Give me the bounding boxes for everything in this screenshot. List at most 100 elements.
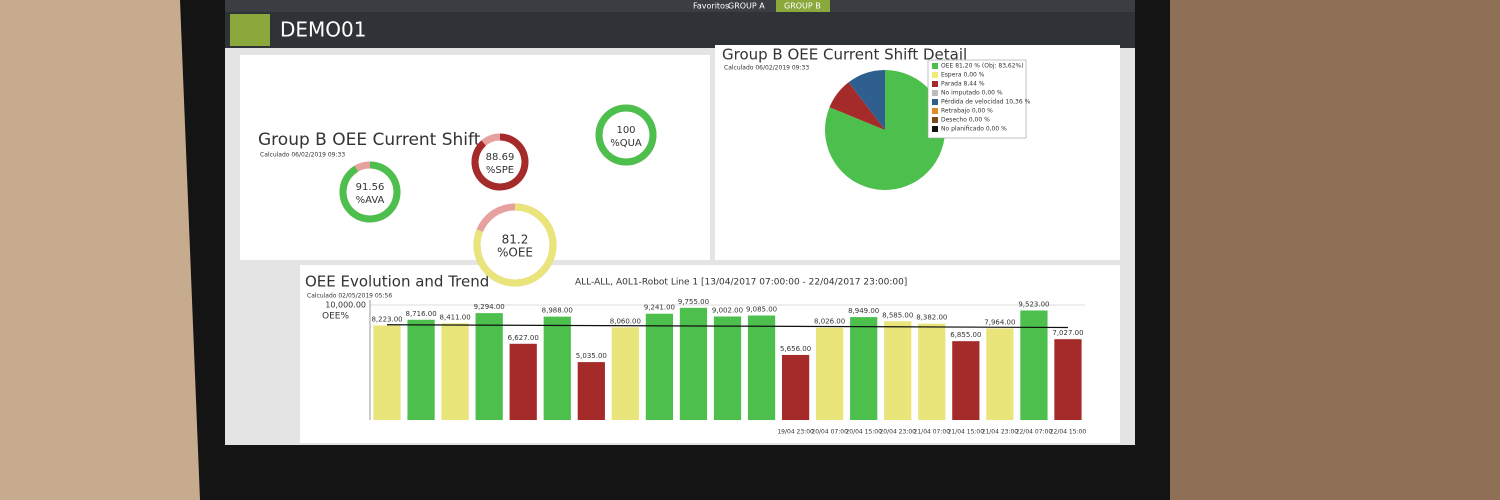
legend-swatch (932, 117, 938, 123)
legend-label: No imputado 0,00 % (941, 90, 1003, 97)
bar-value-label: 8,585.00 (882, 311, 913, 319)
legend-box (927, 59, 1027, 139)
x-tick-label: 21/04 15:00 (948, 429, 985, 436)
gauge-arc (595, 104, 657, 166)
bar (441, 323, 469, 420)
bar (747, 315, 776, 420)
bar-value-label: 9,523.00 (1018, 300, 1049, 308)
bar (952, 341, 980, 420)
y-tick-label: 10,000.00 (325, 301, 366, 310)
legend-label: Espera 0,00 % (941, 72, 985, 79)
bar (475, 313, 503, 420)
x-tick-label: 20/04 15:00 (845, 429, 882, 436)
bar (884, 321, 912, 420)
x-tick-label: 22/04 15:00 (1050, 429, 1087, 436)
bar (645, 313, 674, 420)
gauge-arc (473, 203, 557, 287)
bar (986, 328, 1014, 420)
bar (407, 319, 435, 420)
gauge-value: 91.56 (356, 182, 385, 193)
panel-subtitle: Calculado 02/05/2019 05:56 (307, 293, 392, 300)
header-title: DEMO01 (280, 18, 366, 42)
panel-title: Group B OEE Current Shift (258, 130, 481, 150)
legend-label: Pérdida de velocidad 10,36 % (941, 99, 1031, 106)
legend-label: Parada 8,44 % (941, 81, 985, 88)
bar-value-label: 9,002.00 (712, 306, 743, 314)
legend-swatch (932, 99, 938, 105)
bar-value-label: 8,716.00 (405, 310, 436, 318)
bar (713, 316, 742, 420)
pie-slice (848, 70, 885, 130)
bar-value-label: 5,035.00 (576, 352, 607, 360)
x-tick-label: 21/04 23:00 (982, 429, 1019, 436)
bar-value-label: 9,241.00 (644, 304, 675, 312)
legend-label: No planificado 0,00 % (941, 126, 1007, 133)
y-axis-label: OEE% (322, 312, 349, 322)
gauge-label: %AVA (356, 195, 385, 206)
legend-label: Desecho 0,00 % (941, 117, 990, 124)
x-tick-label: 20/04 23:00 (879, 429, 916, 436)
legend-swatch (932, 63, 938, 69)
legend-swatch (932, 90, 938, 96)
chart-caption: ALL-ALL, A0L1-Robot Line 1 [13/04/2017 0… (575, 278, 907, 288)
bar-value-label: 8,026.00 (814, 318, 845, 326)
bar-value-label: 9,294.00 (474, 303, 505, 311)
bar-value-label: 9,755.00 (678, 298, 709, 306)
bar (781, 354, 810, 420)
bar (850, 317, 878, 420)
legend-swatch (932, 126, 938, 132)
gauge-value: 100 (616, 125, 635, 136)
gauge-arc (471, 133, 529, 191)
active-tab (776, 0, 830, 12)
bar-value-label: 6,855.00 (950, 331, 981, 339)
legend-label: OEE 81,20 % (Obj: 83,62%) (941, 63, 1024, 70)
gauge-label: %OEE (497, 246, 533, 260)
desk-shadow (1160, 0, 1500, 500)
x-tick-label: 21/04 07:00 (914, 429, 951, 436)
x-tick-label: 22/04 07:00 (1016, 429, 1053, 436)
tab[interactable]: Favoritos (693, 2, 729, 11)
tab-bar (225, 0, 1135, 12)
gauge-label: %QUA (610, 138, 642, 149)
gauge-arc (339, 161, 401, 223)
bar-value-label: 7,027.00 (1052, 329, 1083, 337)
gauge-label: %SPE (486, 165, 514, 176)
bar (543, 316, 571, 420)
bar (918, 323, 946, 420)
legend-swatch (932, 108, 938, 114)
bar-value-label: 8,382.00 (916, 314, 947, 322)
bar (373, 325, 401, 420)
pie-slice (829, 82, 885, 130)
bar-value-label: 8,949.00 (848, 307, 879, 315)
bar-value-label: 8,223.00 (371, 315, 402, 323)
panel-title: Group B OEE Current Shift Detail (722, 46, 967, 64)
bar (1054, 339, 1082, 420)
gauge-value: 88.69 (486, 152, 515, 163)
tab[interactable]: GROUP A (728, 2, 765, 11)
panel-subtitle: Calculado 06/02/2019 09:33 (260, 152, 345, 159)
legend-label: Retrabajo 0,00 % (941, 108, 993, 115)
bar (1020, 310, 1048, 420)
bar (816, 327, 844, 420)
bar-value-label: 8,411.00 (440, 313, 471, 321)
bar (509, 343, 537, 420)
bar (611, 327, 639, 420)
x-tick-label: 19/04 23:00 (777, 429, 814, 436)
legend-swatch (932, 81, 938, 87)
bar-value-label: 8,060.00 (610, 317, 641, 325)
bar (679, 307, 708, 420)
x-tick-label: 20/04 07:00 (811, 429, 848, 436)
logo (230, 14, 270, 46)
bar-value-label: 7,964.00 (984, 318, 1015, 326)
header-bar (225, 12, 1135, 48)
bar-value-label: 9,085.00 (746, 306, 777, 314)
bar-value-label: 8,988.00 (542, 307, 573, 315)
bar-panel (300, 265, 1120, 443)
gauge-value: 81.2 (502, 233, 529, 247)
panel-subtitle: Calculado 06/02/2019 09:33 (724, 65, 809, 72)
bar-value-label: 5,656.00 (780, 345, 811, 353)
tab[interactable]: GROUP B (784, 2, 821, 11)
panel-title: OEE Evolution and Trend (305, 273, 489, 291)
